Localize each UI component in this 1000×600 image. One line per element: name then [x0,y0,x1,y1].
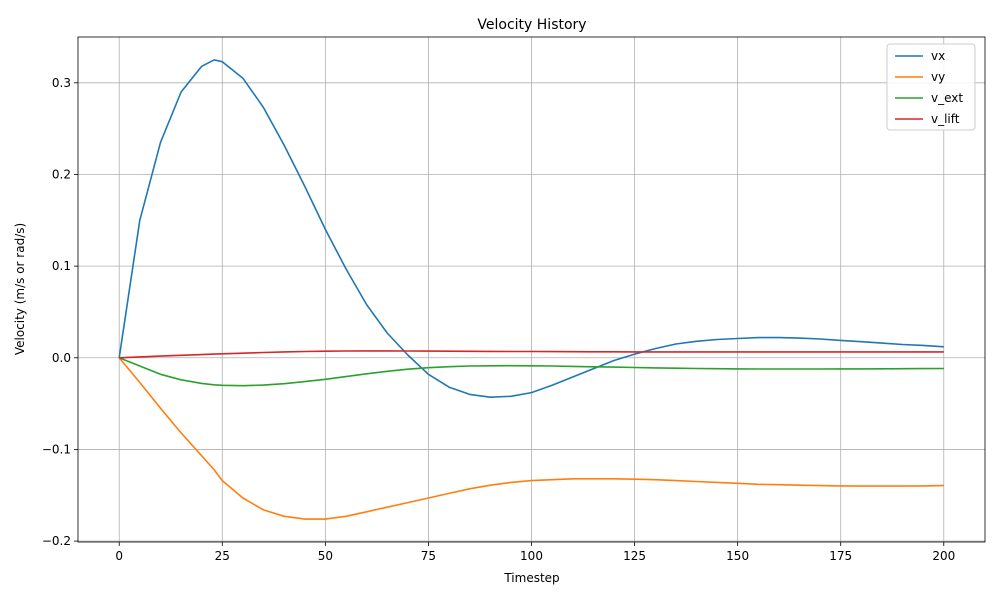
y-tick-label: −0.1 [42,442,71,456]
series-line-vy [118,357,944,520]
x-axis-ticks: 0 25 50 75 100 125 150 175 200 [115,542,955,563]
y-tick-label: −0.2 [42,534,71,548]
x-tick-label: 125 [623,549,646,563]
y-tick-label: 0.2 [52,167,71,181]
y-tick-label: 0.0 [52,351,71,365]
legend-label-v-lift: v_lift [931,112,960,126]
x-tick-label: 75 [421,549,436,563]
x-tick-label: 0 [115,549,123,563]
y-tick-label: 0.3 [52,76,71,90]
grid [78,37,985,542]
legend-label-vy: vy [931,70,945,84]
legend-label-vx: vx [931,49,945,63]
series-lines [118,59,944,520]
y-axis-label: Velocity (m/s or rad/s) [13,223,27,355]
y-axis-ticks: −0.2 −0.1 0.0 0.1 0.2 0.3 [42,76,78,548]
x-axis-label: Timestep [503,571,559,585]
legend-box [886,43,976,131]
legend-label-v-ext: v_ext [931,91,963,105]
x-tick-label: 175 [829,549,852,563]
legend: vx vy v_ext v_lift [886,43,976,131]
x-tick-label: 25 [215,549,230,563]
x-tick-label: 100 [520,549,543,563]
series-line-vx [118,59,944,399]
series-line-v-ext [118,357,944,387]
y-tick-label: 0.1 [52,259,71,273]
series-line-v-lift [119,350,944,359]
x-tick-label: 50 [318,549,333,563]
x-tick-label: 150 [726,549,749,563]
x-tick-label: 200 [932,549,955,563]
chart-title: Velocity History [477,17,586,33]
